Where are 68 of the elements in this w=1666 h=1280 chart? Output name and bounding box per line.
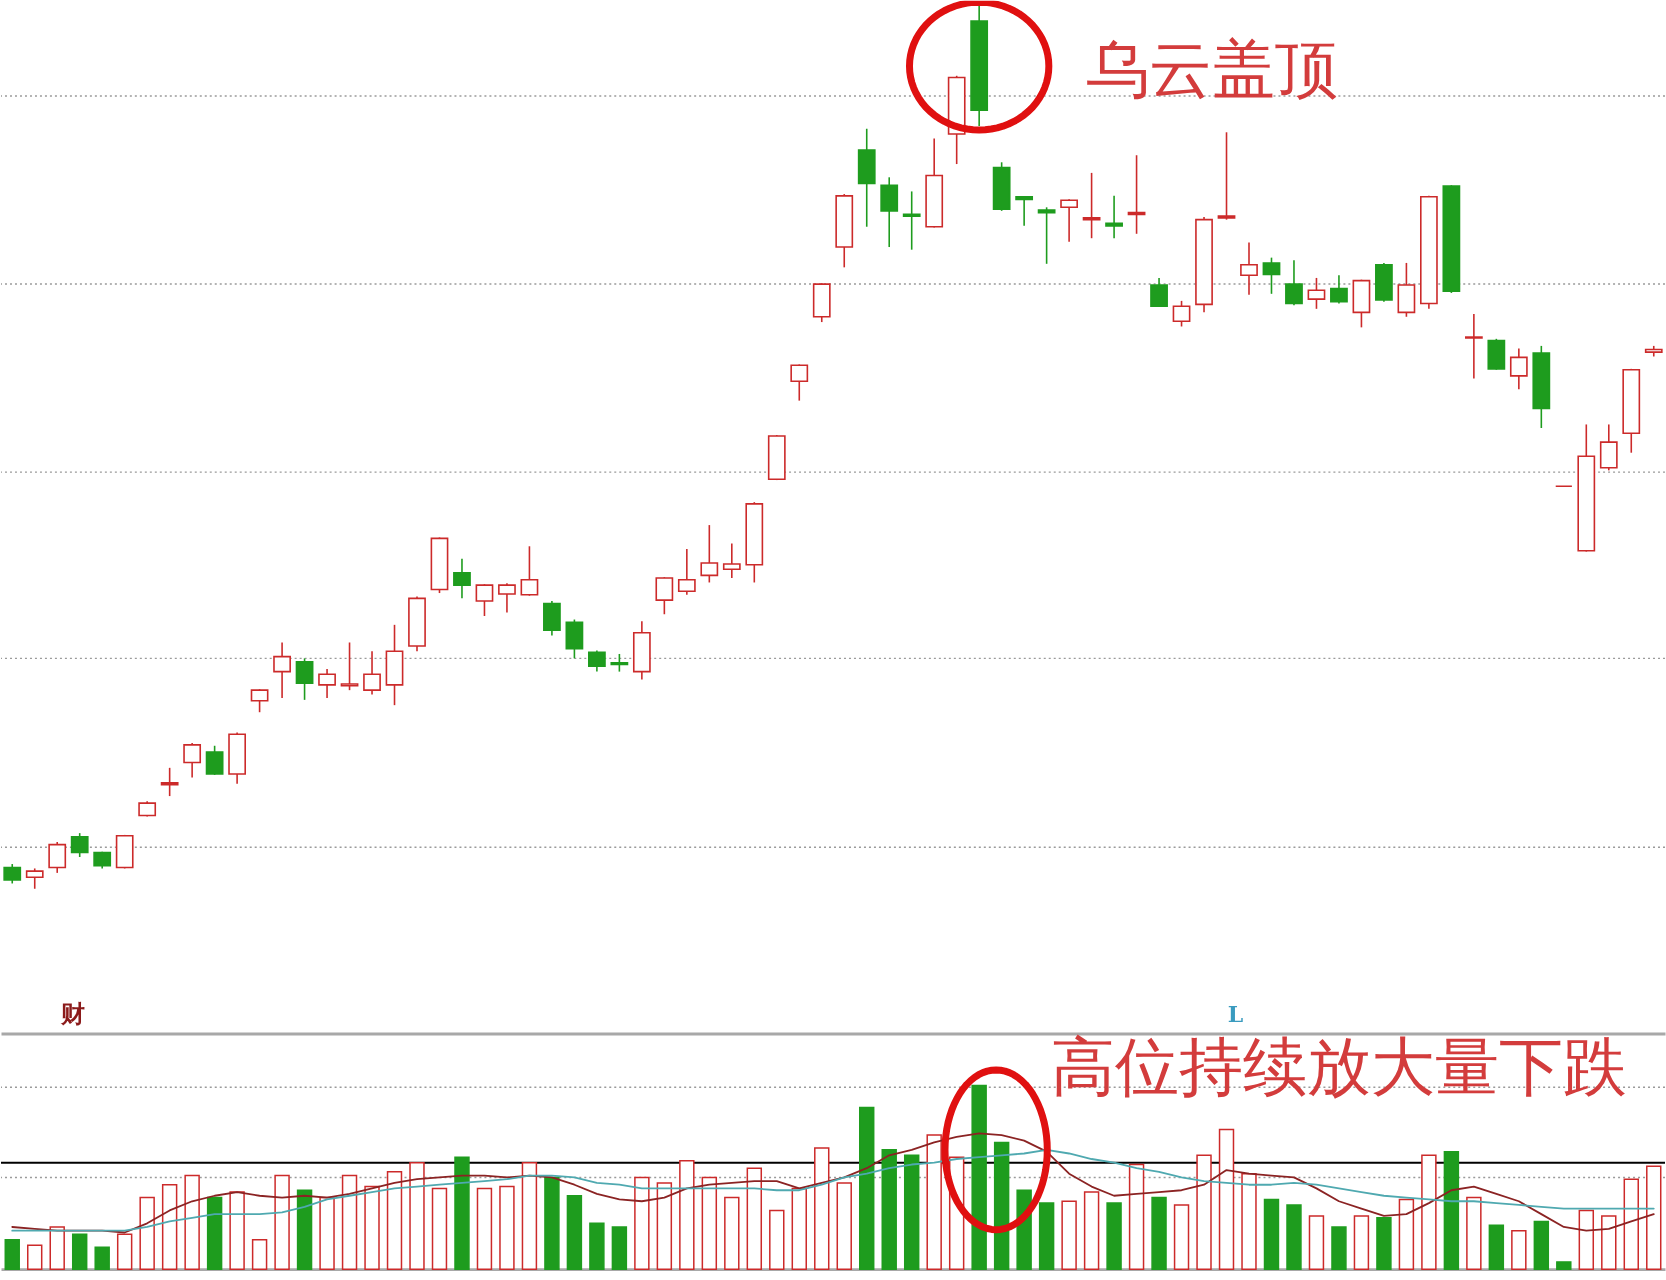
text: 财 (59, 998, 85, 1028)
bar (881, 1149, 897, 1270)
bar (94, 1246, 110, 1270)
candlestick (498, 582, 516, 614)
bar (566, 1195, 583, 1270)
bar (1488, 1224, 1505, 1270)
candlestick (722, 542, 741, 579)
bar (544, 1176, 560, 1270)
candlestick (25, 867, 44, 890)
bar (206, 1196, 223, 1270)
candlestick (520, 545, 539, 597)
bar (4, 1239, 20, 1270)
candlestick (1262, 256, 1281, 295)
bar (611, 1226, 628, 1270)
bar (1286, 1204, 1302, 1270)
candlestick (160, 767, 179, 797)
bar (1533, 1220, 1550, 1270)
bar (589, 1222, 605, 1270)
candlestick (1464, 313, 1483, 380)
candlestick (1150, 277, 1168, 308)
candlestick (1285, 259, 1303, 307)
bar (993, 1141, 1010, 1270)
candlestick (1037, 206, 1056, 265)
candlestick (48, 841, 67, 874)
candlestick (183, 742, 202, 779)
candlestick (1015, 195, 1034, 227)
candlestick (1217, 131, 1236, 221)
candlestick (902, 190, 921, 251)
bar (971, 1084, 987, 1270)
bar (1376, 1217, 1392, 1270)
candlestick (1105, 195, 1123, 240)
candlestick (273, 641, 291, 699)
candlestick (295, 657, 314, 701)
candlestick (1172, 300, 1191, 328)
bar (1151, 1196, 1167, 1270)
bar (903, 1154, 920, 1270)
candlestick (1307, 277, 1326, 310)
candlestick (1060, 198, 1078, 243)
bar (859, 1106, 875, 1270)
bar (454, 1156, 470, 1270)
candlestick (475, 583, 494, 617)
candlestick (70, 832, 89, 858)
bar (1331, 1226, 1347, 1270)
candlestick (790, 363, 809, 402)
bar (1443, 1150, 1460, 1270)
candlestick (1240, 241, 1258, 296)
annotation: 高位持续放大量下跌 (1051, 1029, 1628, 1104)
candlestick (655, 576, 674, 616)
candlestick (453, 557, 471, 600)
bar (1263, 1198, 1280, 1270)
candlestick (250, 688, 269, 714)
candlestick (318, 668, 336, 699)
candlestick (363, 650, 381, 696)
text: L (1227, 1000, 1244, 1027)
bar (1106, 1202, 1122, 1270)
candlestick (340, 641, 359, 691)
candlestick (1509, 347, 1528, 390)
annotation: 乌云盖顶 (1086, 33, 1339, 107)
candlestick (588, 649, 606, 673)
candlestick (205, 744, 224, 776)
bar (1556, 1261, 1572, 1270)
candlestick (1330, 274, 1348, 305)
candlestick (700, 524, 719, 584)
candlestick (3, 863, 22, 885)
bar (1038, 1202, 1055, 1270)
candlestick (677, 548, 696, 596)
bar (296, 1189, 313, 1270)
bar (71, 1233, 88, 1270)
